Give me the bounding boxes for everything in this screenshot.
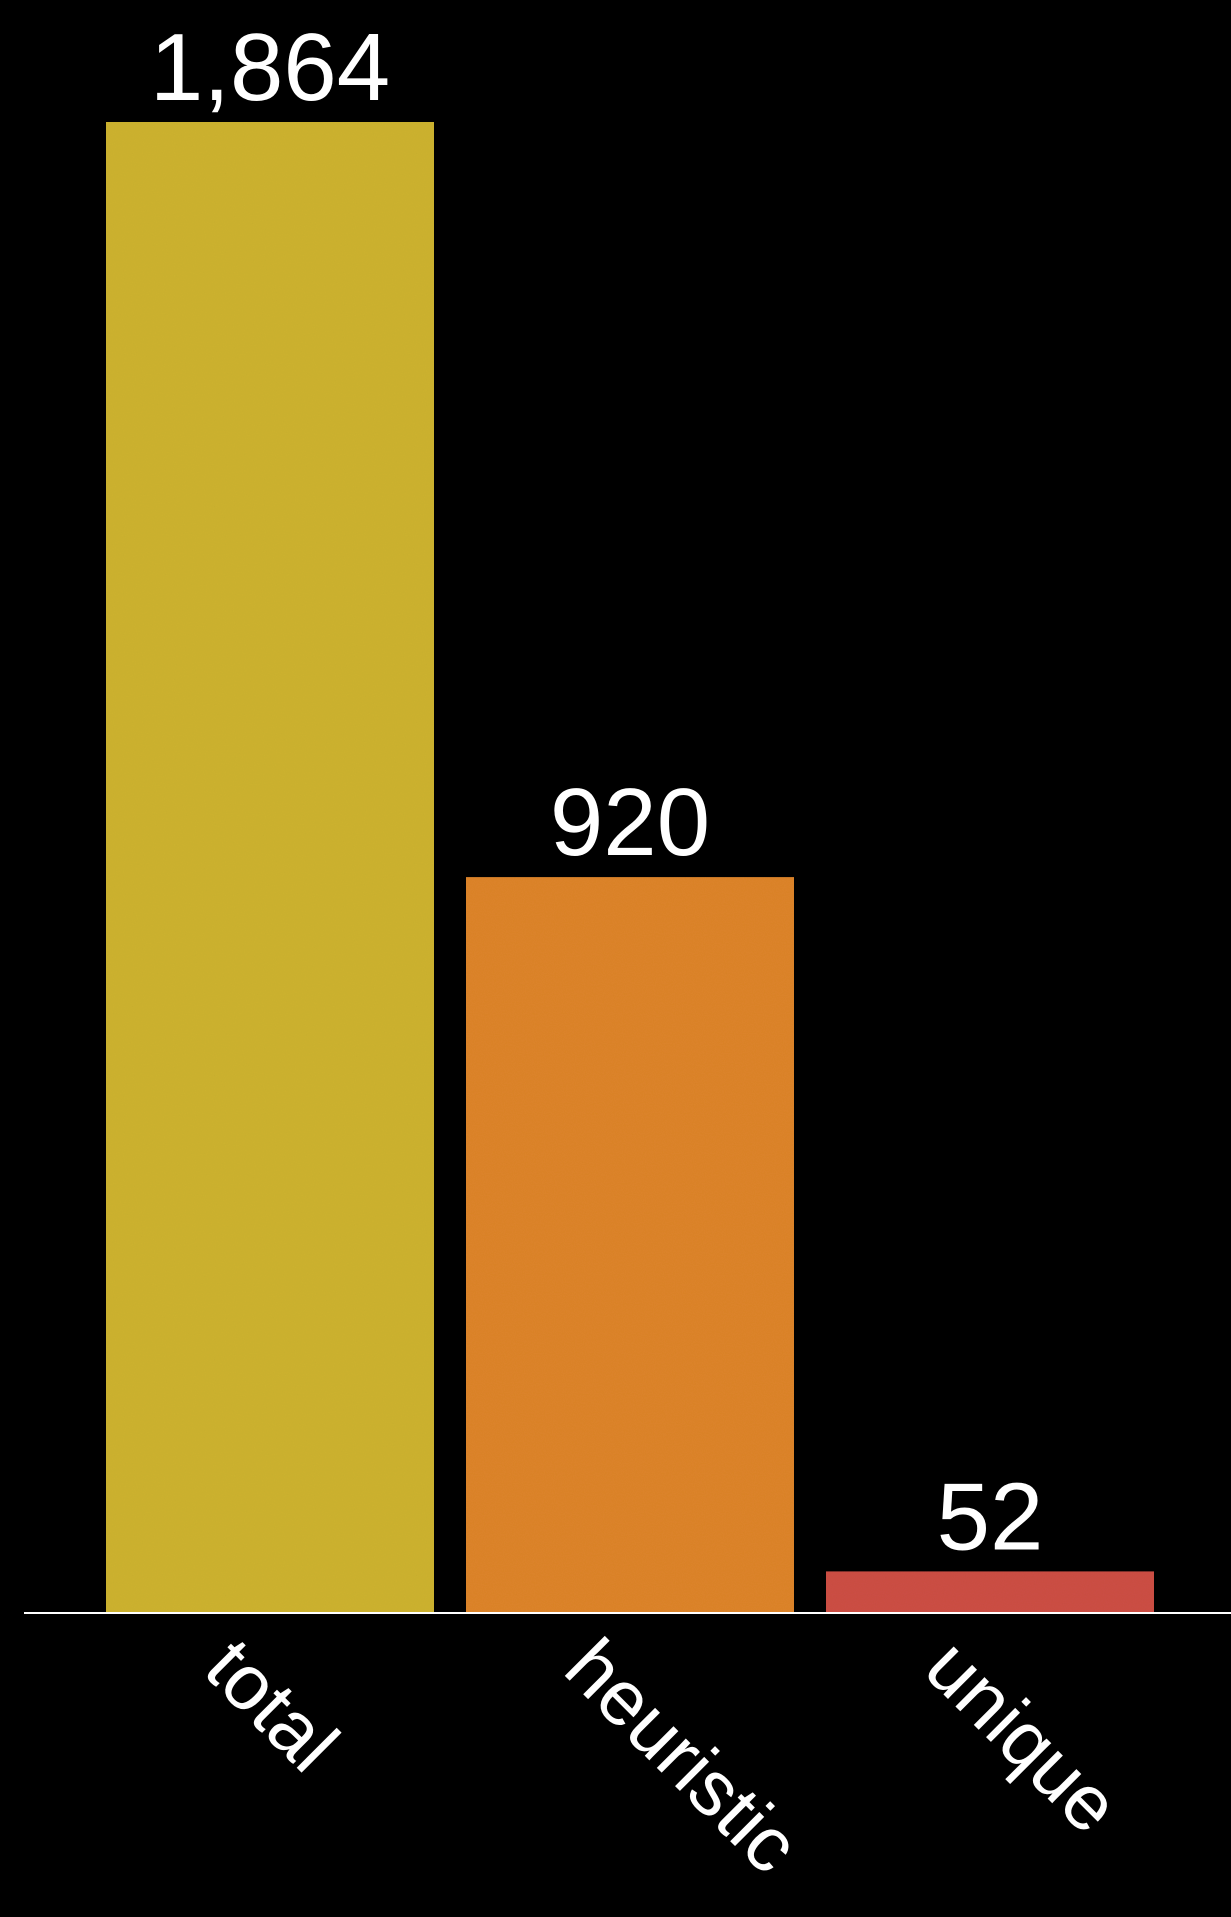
category-label-heuristic: heuristic: [549, 1622, 817, 1890]
value-label-heuristic: 920: [550, 769, 710, 876]
value-label-unique: 52: [937, 1463, 1044, 1570]
value-label-total: 1,864: [150, 14, 390, 121]
category-labels-group: total heuristic unique: [189, 1622, 1137, 1890]
bar-heuristic: [466, 877, 794, 1613]
category-label-unique: unique: [909, 1622, 1137, 1850]
bar-unique: [826, 1571, 1154, 1613]
value-labels-group: 1,864 920 52: [150, 14, 1044, 1570]
category-label-total: total: [189, 1622, 355, 1788]
bar-total: [106, 122, 434, 1613]
bars-group: [106, 122, 1154, 1613]
